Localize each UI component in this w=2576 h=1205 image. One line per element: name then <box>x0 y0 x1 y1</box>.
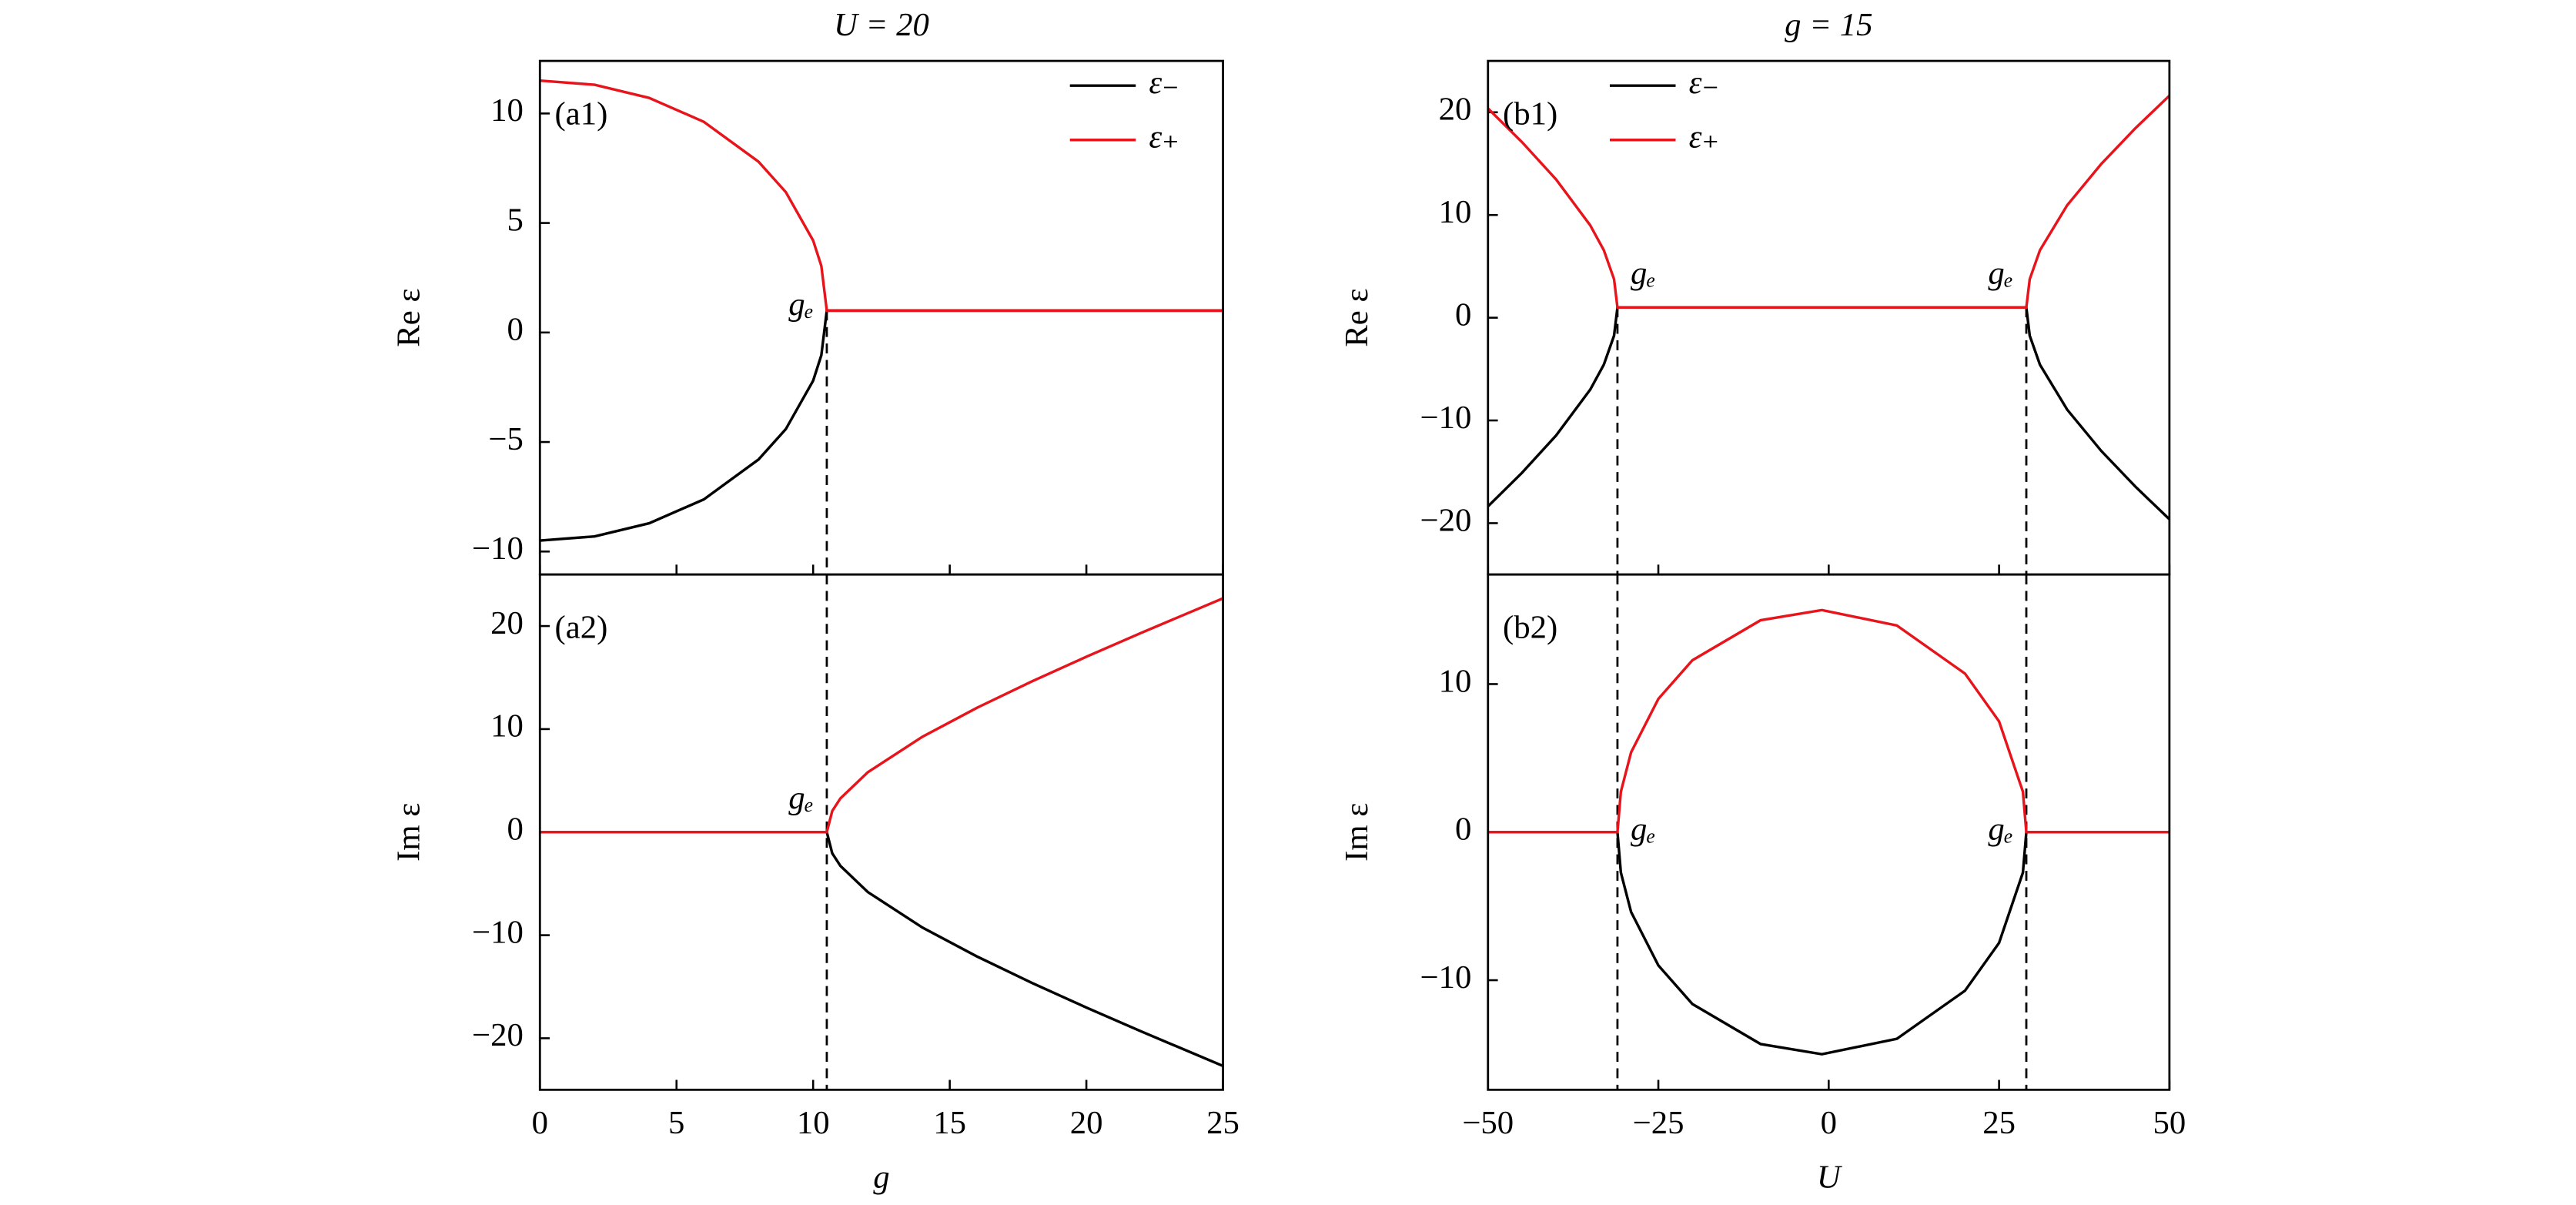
series-line <box>1487 831 2170 1056</box>
y-tick-label: −20 <box>472 1017 524 1053</box>
x-tick-label: 25 <box>1206 1105 1239 1141</box>
series-line <box>540 831 1223 1068</box>
y-tick-label: −20 <box>1420 502 1472 538</box>
panel-label: (b1) <box>1503 96 1557 132</box>
panel-title: U = 20 <box>834 7 929 43</box>
panel-label: (b2) <box>1503 610 1557 646</box>
y-axis-label: Im ε <box>390 803 427 862</box>
x-tick-label: 10 <box>797 1105 830 1141</box>
y-tick-label: 10 <box>1439 194 1472 230</box>
y-axis-label: Re ε <box>390 289 427 347</box>
y-tick-label: 20 <box>490 605 524 641</box>
x-tick-label: −25 <box>1633 1105 1684 1141</box>
legend-label: ε₋ <box>1689 65 1719 101</box>
y-tick-label: 0 <box>507 312 524 348</box>
x-tick-label: 0 <box>1821 1105 1837 1141</box>
legend-label: ε₊ <box>1149 119 1179 156</box>
annotation: gₑ <box>788 780 814 816</box>
plot-frame <box>1487 573 2171 1091</box>
x-tick-label: 25 <box>1982 1105 2016 1141</box>
series-line <box>1487 306 2170 520</box>
y-tick-label: −10 <box>1420 400 1472 436</box>
y-tick-label: 10 <box>490 708 524 745</box>
legend-label: ε₋ <box>1149 65 1179 101</box>
y-axis-label: Re ε <box>1339 289 1375 347</box>
panel-title: g = 15 <box>1785 7 1872 43</box>
x-axis-label: U <box>1817 1160 1843 1196</box>
annotation: gₑ <box>1631 812 1656 848</box>
x-tick-label: 15 <box>933 1105 966 1141</box>
plot-frame <box>538 59 1224 576</box>
panel-label: (a1) <box>555 96 608 132</box>
series-line <box>540 79 1223 313</box>
y-tick-label: 5 <box>507 202 524 238</box>
annotation: gₑ <box>1631 255 1656 291</box>
plot-frame <box>1487 59 2171 576</box>
annotation: gₑ <box>1988 812 2013 848</box>
annotation: gₑ <box>788 286 814 323</box>
x-tick-label: 5 <box>668 1105 684 1141</box>
series-line <box>540 309 1223 542</box>
panel-label: (a2) <box>555 610 608 646</box>
y-tick-label: 20 <box>1439 92 1472 128</box>
x-tick-label: 20 <box>1070 1105 1103 1141</box>
y-tick-label: 0 <box>1455 296 1471 333</box>
x-tick-label: 50 <box>2153 1105 2186 1141</box>
y-tick-label: −10 <box>472 531 524 567</box>
series-line <box>1487 608 2170 834</box>
y-tick-label: 10 <box>1439 663 1472 699</box>
y-tick-label: −5 <box>488 421 524 457</box>
x-tick-label: 0 <box>532 1105 548 1141</box>
series-line <box>540 597 1223 834</box>
legend-label: ε₊ <box>1689 119 1719 156</box>
x-axis-label: g <box>873 1160 889 1196</box>
annotation: gₑ <box>1988 255 2013 291</box>
y-tick-label: −10 <box>1420 959 1472 996</box>
y-tick-label: 0 <box>1455 812 1471 848</box>
series-line <box>1487 94 2170 309</box>
y-axis-label: Im ε <box>1339 803 1375 862</box>
plot-frame <box>538 573 1224 1091</box>
y-tick-label: 0 <box>507 812 524 848</box>
y-tick-label: −10 <box>472 914 524 950</box>
x-tick-label: −50 <box>1462 1105 1514 1141</box>
y-tick-label: 10 <box>490 92 524 129</box>
